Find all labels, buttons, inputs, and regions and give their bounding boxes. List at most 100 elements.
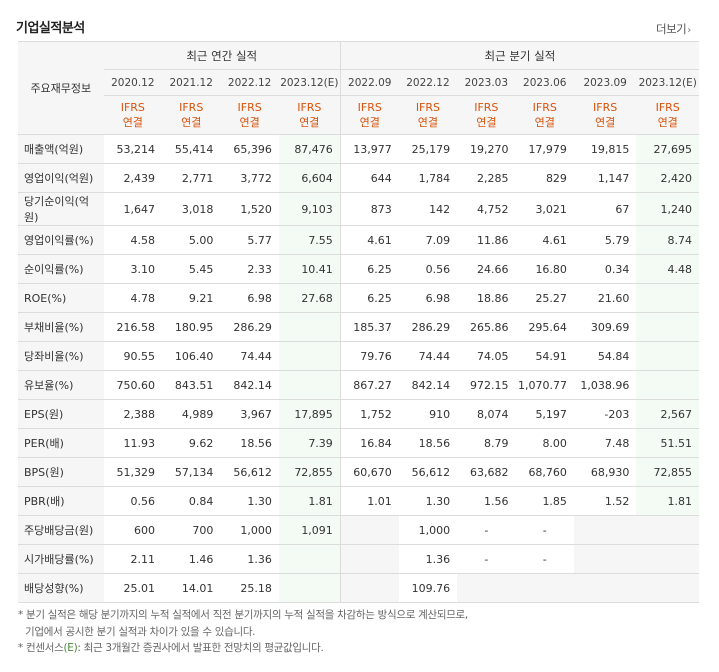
period-header: 2020.12 (103, 69, 163, 96)
table-row: 매출액(억원) 53,214 55,414 65,396 87,476 13,977 25,… (18, 134, 699, 164)
table-row: 부채비율(%) 216.58 180.95 286.29 185.37 286.29 265… (18, 312, 699, 342)
table-cell: 9.62 (162, 428, 221, 458)
table-cell: 106.40 (162, 341, 221, 371)
period-header: 2022.09 (339, 69, 399, 96)
table-cell: 750.60 (103, 370, 163, 400)
table-cell: 2,771 (162, 163, 221, 193)
table-cell: 972.15 (457, 370, 516, 400)
period-header: 2022.12 (220, 69, 279, 96)
table-cell (278, 341, 341, 371)
table-cell: 842.14 (220, 370, 279, 400)
table-cell: 5.77 (220, 225, 279, 255)
table-row: 영업이익(억원) 2,439 2,771 3,772 6,604 644 1,784 2,28… (18, 163, 699, 193)
table-cell (573, 544, 637, 574)
basis-ifrs: IFRS (297, 101, 322, 114)
table-row: 유보율(%) 750.60 843.51 842.14 867.27 842.14 972.… (18, 370, 699, 400)
table-cell: 5,197 (515, 399, 574, 429)
table-cell: 16.80 (515, 254, 574, 284)
table-cell: 65,396 (220, 134, 279, 164)
table-cell: - (515, 544, 574, 574)
table-cell: 74.44 (398, 341, 458, 371)
table-cell: 185.37 (339, 312, 399, 342)
table-cell: 265.86 (457, 312, 516, 342)
more-link[interactable]: 더보기› (656, 21, 691, 37)
note-line-1: * 분기 실적은 해당 분기까지의 누적 실적에서 직전 분기까지의 누적 실적… (18, 609, 468, 621)
table-cell: 11.86 (457, 225, 516, 255)
table-cell (636, 283, 699, 313)
table-cell: 1,000 (398, 515, 458, 545)
table-cell: 24.66 (457, 254, 516, 284)
table-cell: 1.36 (220, 544, 279, 574)
table-cell: 8,074 (457, 399, 516, 429)
table-cell: 79.76 (339, 341, 399, 371)
table-cell: 5.00 (162, 225, 221, 255)
period-header: 2023.12(E) (636, 69, 699, 96)
table-cell (573, 515, 637, 545)
table-row: 당기순이익(억원) 1,647 3,018 1,520 9,103 873 142 4,752… (18, 192, 699, 226)
table-cell (636, 370, 699, 400)
financial-table: 주요재무정보 최근 연간 실적 최근 분기 실적 2020.12 2021.12 2… (18, 41, 699, 603)
basis-ifrs: IFRS (474, 101, 499, 114)
table-cell: 1.85 (515, 486, 574, 516)
table-cell: 51.51 (636, 428, 699, 458)
table-cell: 4.48 (636, 254, 699, 284)
table-cell: 19,270 (457, 134, 516, 164)
table-cell: 6.25 (339, 254, 399, 284)
table-cell (339, 544, 399, 574)
row-head-label: 주요재무정보 (18, 41, 104, 135)
note-text: : 최근 3개월간 증권사에서 발표한 전망치의 평균값입니다. (77, 642, 324, 654)
basis-consolidated: 연결 (359, 116, 380, 129)
table-cell: 309.69 (573, 312, 637, 342)
table-row: 순이익률(%) 3.10 5.45 2.33 10.41 6.25 0.56 24.66 16.… (18, 254, 699, 284)
table-cell: 180.95 (162, 312, 221, 342)
table-cell: 56,612 (220, 457, 279, 487)
period-header: 2022.12 (398, 69, 458, 96)
table-cell (278, 544, 341, 574)
table-cell: 68,760 (515, 457, 574, 487)
table-cell: 4,752 (457, 192, 516, 226)
table-row: 영업이익률(%) 4.58 5.00 5.77 7.55 4.61 7.09 11.86 4.6… (18, 225, 699, 255)
table-cell (457, 573, 516, 603)
table-cell (278, 370, 341, 400)
table-cell (339, 515, 399, 545)
table-cell: 1,240 (636, 192, 699, 226)
table-cell: 60,670 (339, 457, 399, 487)
row-label: 부채비율(%) (18, 312, 104, 342)
table-cell (636, 341, 699, 371)
table-cell: 3,021 (515, 192, 574, 226)
table-cell: 0.56 (103, 486, 163, 516)
table-cell: 2.11 (103, 544, 163, 574)
table-cell: 72,855 (636, 457, 699, 487)
table-cell: 644 (339, 163, 399, 193)
basis-ifrs: IFRS (357, 101, 382, 114)
table-cell: - (515, 515, 574, 545)
table-cell: 9,103 (278, 192, 341, 226)
table-cell: 2,285 (457, 163, 516, 193)
table-cell: 3,018 (162, 192, 221, 226)
table-cell: 1.30 (398, 486, 458, 516)
basis-consolidated: 연결 (181, 116, 202, 129)
table-cell: 6.98 (398, 283, 458, 313)
table-cell: 90.55 (103, 341, 163, 371)
table-cell: 1,070.77 (515, 370, 574, 400)
table-cell: 1.30 (220, 486, 279, 516)
table-row: 주당배당금(원) 600 700 1,000 1,091 1,000- - (18, 515, 699, 545)
table-cell: 56,612 (398, 457, 458, 487)
table-cell: 1,091 (278, 515, 341, 545)
table-cell: 2,439 (103, 163, 163, 193)
table-cell: 6,604 (278, 163, 341, 193)
table-cell: 142 (398, 192, 458, 226)
table-cell: 1,752 (339, 399, 399, 429)
table-cell: 3,772 (220, 163, 279, 193)
chevron-right-icon: › (687, 25, 691, 36)
table-cell: 13,977 (339, 134, 399, 164)
row-label: 순이익률(%) (18, 254, 104, 284)
table-cell: 1,647 (103, 192, 163, 226)
table-cell (636, 544, 699, 574)
table-cell: 7.55 (278, 225, 341, 255)
basis-label: IFRS 연결 (278, 95, 341, 135)
table-cell: 16.84 (339, 428, 399, 458)
row-label: 주당배당금(원) (18, 515, 104, 545)
row-label: 배당성향(%) (18, 573, 104, 603)
table-cell: -203 (573, 399, 637, 429)
